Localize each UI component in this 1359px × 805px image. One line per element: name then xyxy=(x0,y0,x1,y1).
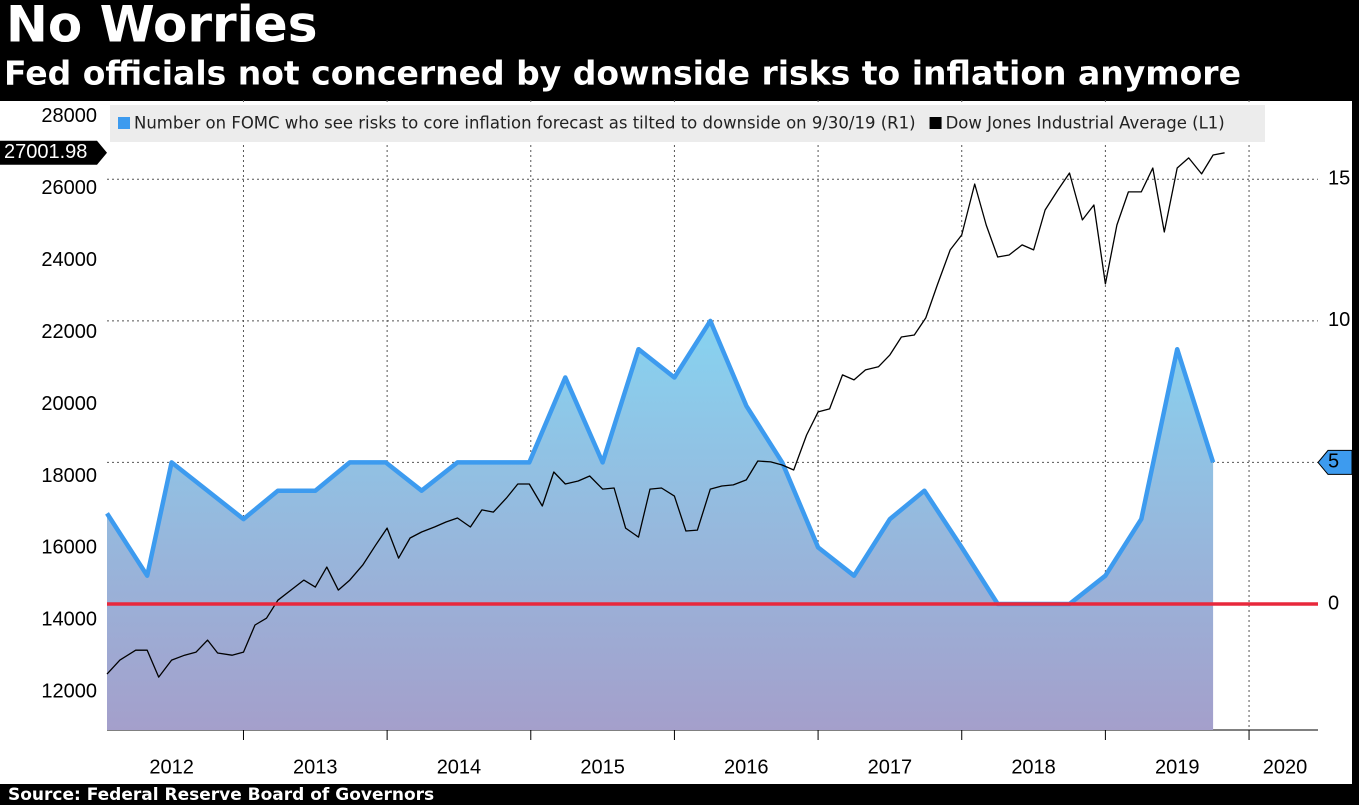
y2-tick-label: 0 xyxy=(1328,592,1339,614)
right-edge xyxy=(1352,0,1359,805)
x-tick-label: 2017 xyxy=(868,756,913,778)
legend-swatch xyxy=(118,117,130,129)
legend-label: Number on FOMC who see risks to core inf… xyxy=(134,114,916,133)
y-tick-label: 24000 xyxy=(41,249,97,271)
last-value-label: 5 xyxy=(1328,451,1339,473)
y2-tick-label: 10 xyxy=(1328,309,1350,331)
legend-label: Dow Jones Industrial Average (L1) xyxy=(946,114,1225,133)
y-tick-label: 22000 xyxy=(41,321,97,343)
y-tick-label: 28000 xyxy=(41,105,97,127)
y-tick-label: 12000 xyxy=(41,681,97,703)
legend-bg xyxy=(110,105,1265,142)
header-bg xyxy=(0,0,1359,101)
x-tick-label: 2019 xyxy=(1155,756,1200,778)
y-tick-label: 18000 xyxy=(41,465,97,487)
y-tick-label: 16000 xyxy=(41,537,97,559)
line xyxy=(106,152,1225,678)
last-value-tag xyxy=(1317,449,1353,475)
y-tick-label: 20000 xyxy=(41,393,97,415)
x-tick-label: 2012 xyxy=(149,756,194,778)
x-tick-label: 2013 xyxy=(293,756,338,778)
x-tick-label: 2014 xyxy=(437,756,482,778)
x-tick-label: 2018 xyxy=(1011,756,1056,778)
chart-subtitle: Fed officials not concerned by downside … xyxy=(4,54,1241,93)
x-tick-label: 2016 xyxy=(724,756,769,778)
last-value-tag xyxy=(0,140,107,165)
source: Source: Federal Reserve Board of Governo… xyxy=(8,785,434,805)
legend-swatch xyxy=(929,117,942,129)
plot: 0 5 10 15 12000 14000 16000 18000 20000 22000 2400… xyxy=(0,100,1353,778)
area xyxy=(107,320,1214,730)
last-value-label: 27001.98 xyxy=(4,141,87,163)
y-tick-label: 26000 xyxy=(41,177,97,199)
y-tick-label: 14000 xyxy=(41,609,97,631)
chart-title: No Worries xyxy=(6,0,317,54)
footer-bg xyxy=(0,784,1359,805)
y2-tick-label: 15 xyxy=(1328,168,1350,190)
x-tick-label: 2015 xyxy=(580,756,625,778)
legend: Number on FOMC who see risks to core inf… xyxy=(118,114,1225,133)
x-tick-label: 2020 xyxy=(1263,756,1308,778)
